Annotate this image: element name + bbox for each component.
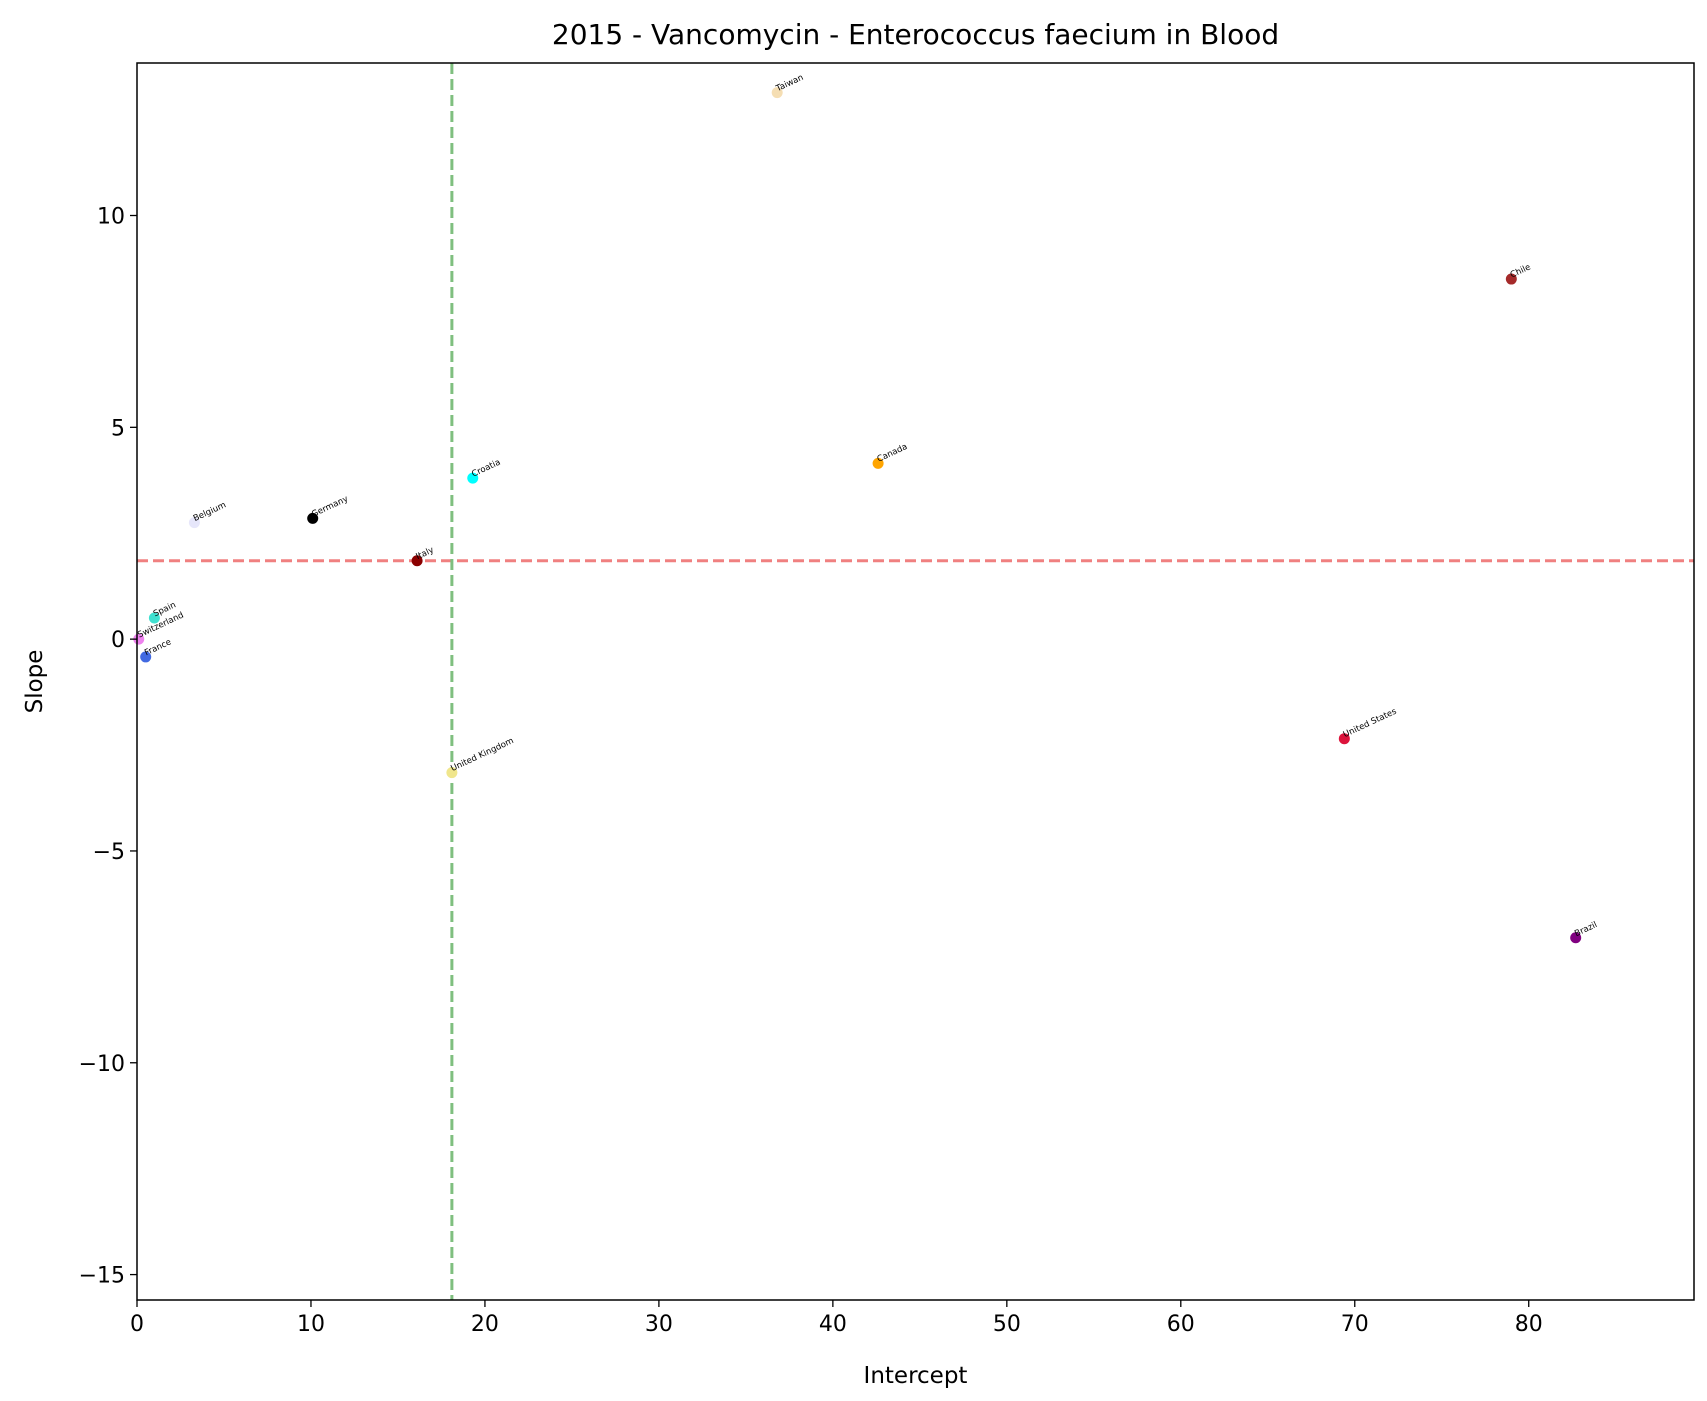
point-chile: [1505, 273, 1517, 285]
point-label-united-kingdom: United Kingdom: [449, 736, 515, 774]
x-tick-label: 30: [645, 1312, 673, 1337]
point-france: [140, 651, 152, 663]
reference-lines: [137, 63, 1694, 1300]
chart-title: 2015 - Vancomycin - Enterococcus faecium…: [552, 18, 1279, 51]
point-spain: [148, 612, 160, 624]
point-label-croatia: Croatia: [470, 458, 502, 480]
point-united-states: [1338, 733, 1350, 745]
point-label-canada: Canada: [876, 442, 910, 465]
point-united-kingdom: [446, 767, 458, 779]
point-label-taiwan: Taiwan: [774, 73, 805, 95]
point-label-chile: Chile: [1509, 262, 1533, 280]
point-belgium: [188, 517, 200, 529]
y-tick-label: 5: [111, 416, 125, 441]
point-labels: TaiwanChileCanadaCroatiaGermanyBelgiumIt…: [136, 73, 1599, 939]
x-tick-label: 40: [819, 1312, 847, 1337]
x-tick-label: 60: [1167, 1312, 1195, 1337]
x-tick-label: 20: [471, 1312, 499, 1337]
point-italy: [411, 555, 423, 567]
point-label-united-states: United States: [1342, 706, 1399, 740]
data-points: [133, 87, 1582, 944]
y-axis-ticks: −15 −10 −5 0 5 10: [79, 205, 137, 1289]
point-label-brazil: Brazil: [1573, 920, 1599, 939]
y-tick-label: −10: [79, 1052, 125, 1077]
point-switzerland: [133, 633, 145, 645]
x-tick-label: 50: [993, 1312, 1021, 1337]
point-croatia: [467, 472, 479, 484]
y-tick-label: 10: [97, 205, 125, 230]
x-axis-ticks: 0 10 20 30 40 50 60 70 80: [130, 1300, 1543, 1337]
point-brazil: [1570, 932, 1582, 944]
x-tick-label: 80: [1515, 1312, 1543, 1337]
y-tick-label: −5: [93, 840, 125, 865]
point-germany: [307, 512, 319, 524]
point-label-germany: Germany: [310, 494, 350, 520]
x-tick-label: 0: [130, 1312, 144, 1337]
plot-frame: [136, 62, 1695, 1301]
point-taiwan: [771, 87, 783, 99]
point-label-belgium: Belgium: [192, 500, 228, 524]
y-tick-label: 0: [111, 628, 125, 653]
point-label-france: France: [143, 637, 173, 658]
x-tick-label: 10: [297, 1312, 325, 1337]
point-canada: [872, 457, 884, 469]
y-axis-label: Slope: [22, 650, 48, 714]
x-axis-label: Intercept: [864, 1363, 968, 1389]
y-tick-label: −15: [79, 1264, 125, 1289]
x-tick-label: 70: [1341, 1312, 1369, 1337]
